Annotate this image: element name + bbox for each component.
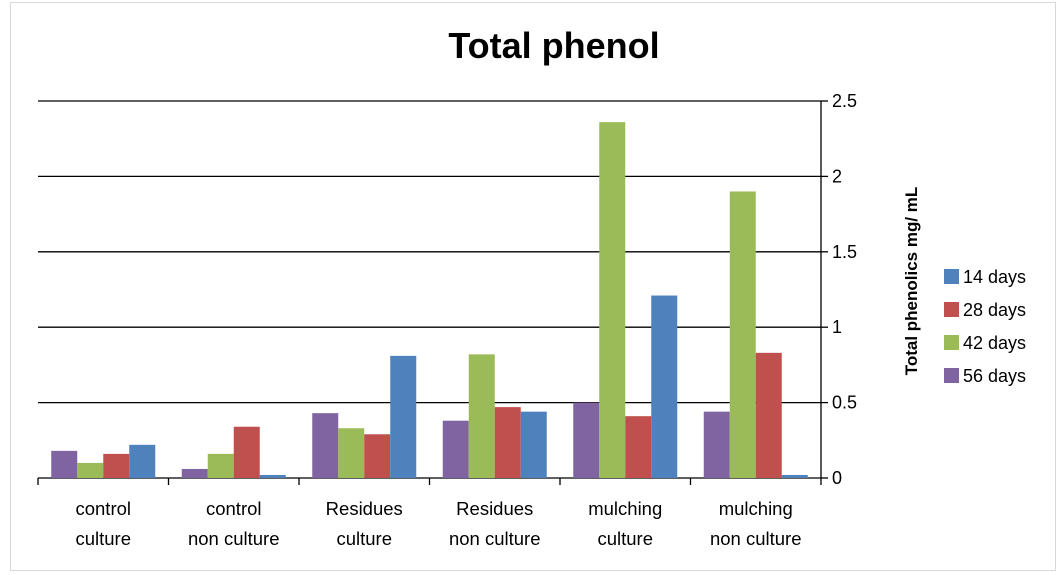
bar-42-days-2 <box>338 428 364 478</box>
bar-28-days-0 <box>103 454 129 478</box>
bar-56-days-0 <box>51 451 77 478</box>
bar-42-days-0 <box>77 463 103 478</box>
bar-28-days-4 <box>625 416 651 478</box>
bar-56-days-5 <box>704 412 730 478</box>
legend-label: 14 days <box>963 267 1026 287</box>
x-tick-label: control <box>75 498 131 519</box>
bar-42-days-4 <box>599 122 625 478</box>
bar-14-days-1 <box>260 475 286 478</box>
x-tick-label: culture <box>336 528 392 549</box>
y-tick-label: 2.5 <box>832 91 857 111</box>
bar-14-days-0 <box>129 445 155 478</box>
legend-label: 42 days <box>963 333 1026 353</box>
bar-56-days-2 <box>312 413 338 478</box>
x-tick-label: non culture <box>449 528 541 549</box>
y-tick-label: 0.5 <box>832 393 857 413</box>
bar-14-days-5 <box>782 475 808 478</box>
y-tick-label: 0 <box>832 468 842 488</box>
bars <box>51 122 808 478</box>
x-tick-label: culture <box>75 528 131 549</box>
bar-28-days-1 <box>234 427 260 478</box>
legend-swatch <box>944 368 959 383</box>
legend: 14 days 28 days 42 days 56 days <box>944 267 1026 386</box>
x-tick-label: non culture <box>188 528 280 549</box>
gridlines <box>38 101 821 478</box>
bar-56-days-4 <box>573 403 599 478</box>
x-tick-label: mulching <box>588 498 662 519</box>
bar-14-days-4 <box>651 296 677 478</box>
chart-title: Total phenol <box>448 25 659 66</box>
bar-56-days-3 <box>443 421 469 478</box>
bar-42-days-3 <box>469 354 495 478</box>
bar-14-days-3 <box>521 412 547 478</box>
x-tick-label: culture <box>597 528 653 549</box>
y-tick-label: 1.5 <box>832 242 857 262</box>
bar-14-days-2 <box>390 356 416 478</box>
y-axis-label: Total phenolics mg/ mL <box>902 187 921 376</box>
bar-28-days-5 <box>756 353 782 478</box>
bar-42-days-5 <box>730 191 756 478</box>
legend-swatch <box>944 269 959 284</box>
y-tick-label: 2 <box>832 166 842 186</box>
bar-chart: Total phenol 0 0.5 1 1.5 2 2.5 control culture… <box>11 3 1055 570</box>
legend-swatch <box>944 335 959 350</box>
x-tick-label: control <box>206 498 262 519</box>
bar-56-days-1 <box>182 469 208 478</box>
y-tick-label: 1 <box>832 317 842 337</box>
legend-swatch <box>944 302 959 317</box>
legend-label: 56 days <box>963 366 1026 386</box>
x-axis: control culture control non culture Residues… <box>38 478 821 549</box>
x-tick-label: Residues <box>326 498 403 519</box>
legend-label: 28 days <box>963 300 1026 320</box>
x-tick-label: mulching <box>719 498 793 519</box>
x-tick-label: non culture <box>710 528 802 549</box>
bar-42-days-1 <box>208 454 234 478</box>
x-tick-label: Residues <box>456 498 533 519</box>
bar-28-days-2 <box>364 434 390 478</box>
y-axis: 0 0.5 1 1.5 2 2.5 <box>821 91 857 488</box>
chart-frame: Total phenol 0 0.5 1 1.5 2 2.5 control culture… <box>10 2 1056 571</box>
bar-28-days-3 <box>495 407 521 478</box>
